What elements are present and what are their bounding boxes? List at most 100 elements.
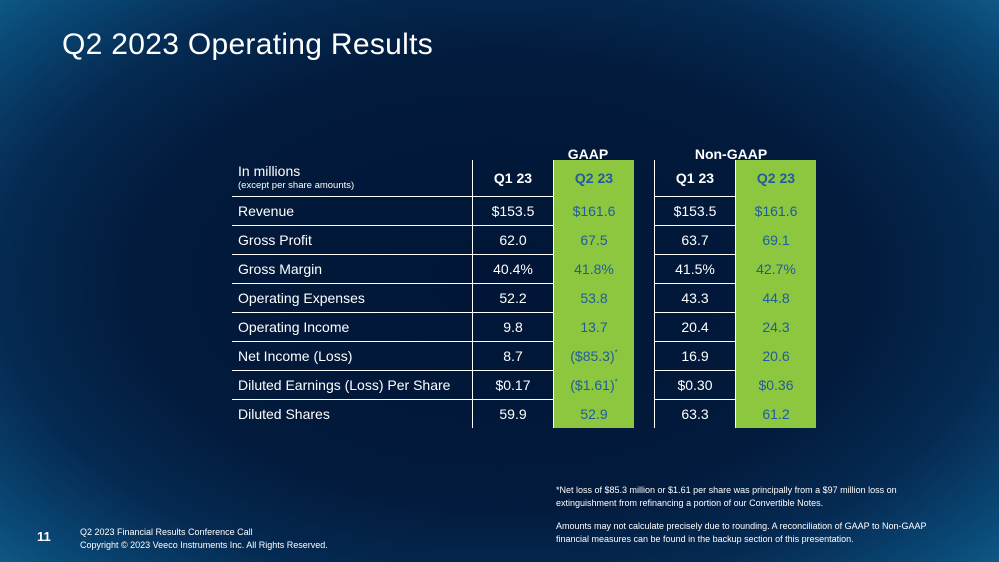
- header-label: In millions: [238, 163, 301, 179]
- table-row: Operating Income 9.8 13.7 20.4 24.3: [232, 312, 816, 342]
- table-row: Gross Profit 62.0 67.5 63.7 69.1: [232, 225, 816, 255]
- cell-value: $161.6: [754, 203, 798, 219]
- row-label: Diluted Shares: [232, 399, 473, 428]
- value-cell: 41.8%: [553, 254, 634, 284]
- cell-value: $161.6: [572, 203, 616, 219]
- footer-event: Q2 2023 Financial Results Conference Cal…: [80, 527, 253, 537]
- row-label: Operating Income: [232, 312, 473, 342]
- cell-value: 63.7: [681, 232, 709, 248]
- header-sublabel: (except per share amounts): [238, 180, 355, 191]
- cell-value: 20.4: [681, 319, 709, 335]
- cell-value: 67.5: [580, 232, 608, 248]
- value-cell: 42.7%: [735, 254, 816, 284]
- value-cell: ($85.3)*: [553, 341, 634, 371]
- value-cell: $0.17: [472, 370, 554, 400]
- value-cell: $161.6: [553, 196, 634, 226]
- table-row: Operating Expenses 52.2 53.8 43.3 44.8: [232, 283, 816, 313]
- column-header-gaap-q1: Q1 23: [472, 160, 554, 197]
- cell-value: 24.3: [762, 319, 790, 335]
- cell-value: $0.17: [495, 377, 531, 393]
- footnote-marker: *: [614, 377, 618, 387]
- cell-value: 62.0: [499, 232, 527, 248]
- value-cell: ($1.61)*: [553, 370, 634, 400]
- results-table: In millions (except per share amounts) Q…: [232, 160, 816, 428]
- cell-value: $153.5: [491, 203, 535, 219]
- cell-value: ($85.3): [570, 348, 615, 364]
- footnote-rounding: Amounts may not calculate precisely due …: [556, 521, 927, 544]
- value-cell: 9.8: [472, 312, 554, 342]
- value-cell: 44.8: [735, 283, 816, 313]
- row-label: Gross Profit: [232, 225, 473, 255]
- cell-value: $0.30: [677, 377, 713, 393]
- cell-value: 13.7: [580, 319, 608, 335]
- cell-value: 52.9: [580, 405, 608, 422]
- row-label: Diluted Earnings (Loss) Per Share: [232, 370, 473, 400]
- value-cell: 62.0: [472, 225, 554, 255]
- value-cell: 20.4: [654, 312, 736, 342]
- column-header-nongaap-q1: Q1 23: [654, 160, 736, 197]
- value-cell: 52.9: [553, 399, 634, 428]
- value-cell: 41.5%: [654, 254, 736, 284]
- value-cell: 52.2: [472, 283, 554, 313]
- value-cell: 53.8: [553, 283, 634, 313]
- value-cell: $153.5: [472, 196, 554, 226]
- value-cell: 59.9: [472, 399, 554, 428]
- value-cell: 61.2: [735, 399, 816, 428]
- gaap-group-heading: GAAP: [567, 146, 609, 162]
- cell-value: $153.5: [673, 203, 717, 219]
- row-label: Gross Margin: [232, 254, 473, 284]
- row-label: Operating Expenses: [232, 283, 473, 313]
- cell-value: 41.8%: [574, 261, 614, 277]
- cell-value: 43.3: [681, 290, 709, 306]
- footer-copyright: Copyright © 2023 Veeco Instruments Inc. …: [80, 540, 328, 550]
- value-cell: $0.36: [735, 370, 816, 400]
- value-cell: 8.7: [472, 341, 554, 371]
- cell-value: 9.8: [503, 319, 523, 335]
- cell-value: 61.2: [762, 405, 790, 422]
- cell-value: 59.9: [499, 406, 527, 422]
- page-number: 11: [37, 529, 51, 544]
- value-cell: 16.9: [654, 341, 736, 371]
- cell-value: ($1.61): [570, 377, 615, 393]
- value-cell: $161.6: [735, 196, 816, 226]
- cell-value: 41.5%: [675, 261, 715, 277]
- column-header-nongaap-q2: Q2 23: [735, 160, 816, 197]
- footnote-marker: *: [614, 348, 618, 358]
- value-cell: 43.3: [654, 283, 736, 313]
- table-header-row: In millions (except per share amounts) Q…: [232, 160, 816, 197]
- cell-value: 44.8: [762, 290, 790, 306]
- value-cell: 63.3: [654, 399, 736, 428]
- row-label: Net Income (Loss): [232, 341, 473, 371]
- table-row: Gross Margin 40.4% 41.8% 41.5% 42.7%: [232, 254, 816, 284]
- header-label-cell: In millions (except per share amounts): [232, 160, 473, 197]
- slide-title: Q2 2023 Operating Results: [62, 28, 434, 61]
- cell-value: 20.6: [762, 348, 790, 364]
- row-label: Revenue: [232, 196, 473, 226]
- value-cell: 40.4%: [472, 254, 554, 284]
- value-cell: 69.1: [735, 225, 816, 255]
- cell-value: 8.7: [503, 348, 523, 364]
- table-row: Diluted Shares 59.9 52.9 63.3 61.2: [232, 399, 816, 428]
- footer: Q2 2023 Financial Results Conference Cal…: [80, 526, 328, 552]
- value-cell: 24.3: [735, 312, 816, 342]
- operating-results-table: In millions (except per share amounts) Q…: [232, 160, 816, 428]
- value-cell: $153.5: [654, 196, 736, 226]
- value-cell: 20.6: [735, 341, 816, 371]
- table-row: Revenue $153.5 $161.6 $153.5 $161.6: [232, 196, 816, 226]
- cell-value: 69.1: [762, 232, 790, 248]
- table-row: Net Income (Loss) 8.7 ($85.3)* 16.9 20.6: [232, 341, 816, 371]
- non-gaap-group-heading: Non-GAAP: [694, 146, 768, 162]
- footnote-net-loss: *Net loss of $85.3 million or $1.61 per …: [556, 485, 897, 508]
- cell-value: 53.8: [580, 290, 608, 306]
- cell-value: 52.2: [499, 290, 527, 306]
- cell-value: 40.4%: [493, 261, 533, 277]
- table-row: Diluted Earnings (Loss) Per Share $0.17 ($…: [232, 370, 816, 400]
- cell-value: 16.9: [681, 348, 709, 364]
- cell-value: $0.36: [758, 377, 794, 393]
- value-cell: 67.5: [553, 225, 634, 255]
- column-header-gaap-q2: Q2 23: [553, 160, 634, 197]
- value-cell: 13.7: [553, 312, 634, 342]
- value-cell: 63.7: [654, 225, 736, 255]
- value-cell: $0.30: [654, 370, 736, 400]
- cell-value: 63.3: [681, 406, 709, 422]
